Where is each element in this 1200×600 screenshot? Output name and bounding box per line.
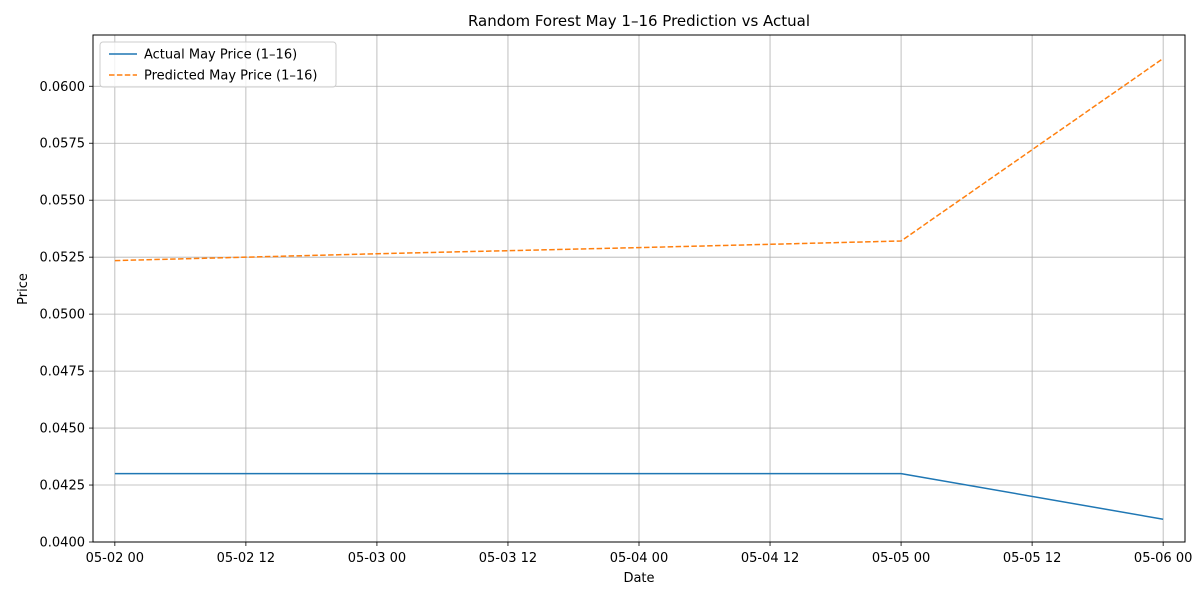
- x-axis-label: Date: [623, 571, 654, 586]
- y-axis-ticks: 0.0400 0.0425 0.0450 0.0475 0.0500 0.0525 0.05…: [40, 80, 93, 551]
- x-tick-label: 05-03 12: [479, 551, 537, 566]
- x-tick-label: 05-02 12: [217, 551, 275, 566]
- grid: [93, 35, 1185, 543]
- legend-label: Predicted May Price (1–16): [144, 69, 317, 84]
- x-tick-label: 05-04 12: [741, 551, 799, 566]
- x-tick-label: 05-05 00: [872, 551, 930, 566]
- predicted-price-line: [114, 57, 1164, 262]
- y-axis-label: Price: [16, 273, 31, 305]
- x-axis-ticks: 05-02 00 05-02 12 05-03 00 05-03 12 05-04 00…: [86, 542, 1192, 566]
- x-tick-label: 05-05 12: [1003, 551, 1061, 566]
- x-tick-label: 05-04 00: [610, 551, 668, 566]
- series-lines: [114, 57, 1164, 520]
- y-tick-label: 0.0575: [40, 137, 86, 152]
- y-tick-label: 0.0600: [40, 80, 86, 95]
- chart-title: Random Forest May 1–16 Prediction vs Act…: [468, 12, 810, 30]
- x-tick-label: 05-03 00: [348, 551, 406, 566]
- y-tick-label: 0.0550: [40, 194, 86, 209]
- y-tick-label: 0.0525: [40, 251, 86, 266]
- x-tick-label: 05-02 00: [86, 551, 144, 566]
- legend: Actual May Price (1–16) Predicted May Pri…: [99, 41, 337, 88]
- y-tick-label: 0.0475: [40, 365, 86, 380]
- y-tick-label: 0.0400: [40, 536, 86, 551]
- y-tick-label: 0.0450: [40, 422, 86, 437]
- actual-price-line: [114, 472, 1164, 520]
- y-tick-label: 0.0425: [40, 479, 86, 494]
- legend-box: [99, 41, 337, 88]
- legend-label: Actual May Price (1–16): [144, 48, 297, 63]
- x-tick-label: 05-06 00: [1134, 551, 1192, 566]
- y-tick-label: 0.0500: [40, 308, 86, 323]
